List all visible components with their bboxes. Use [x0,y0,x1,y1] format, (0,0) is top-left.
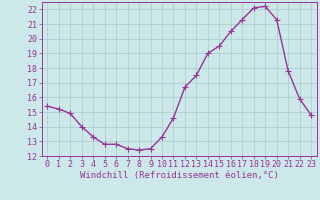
X-axis label: Windchill (Refroidissement éolien,°C): Windchill (Refroidissement éolien,°C) [80,171,279,180]
